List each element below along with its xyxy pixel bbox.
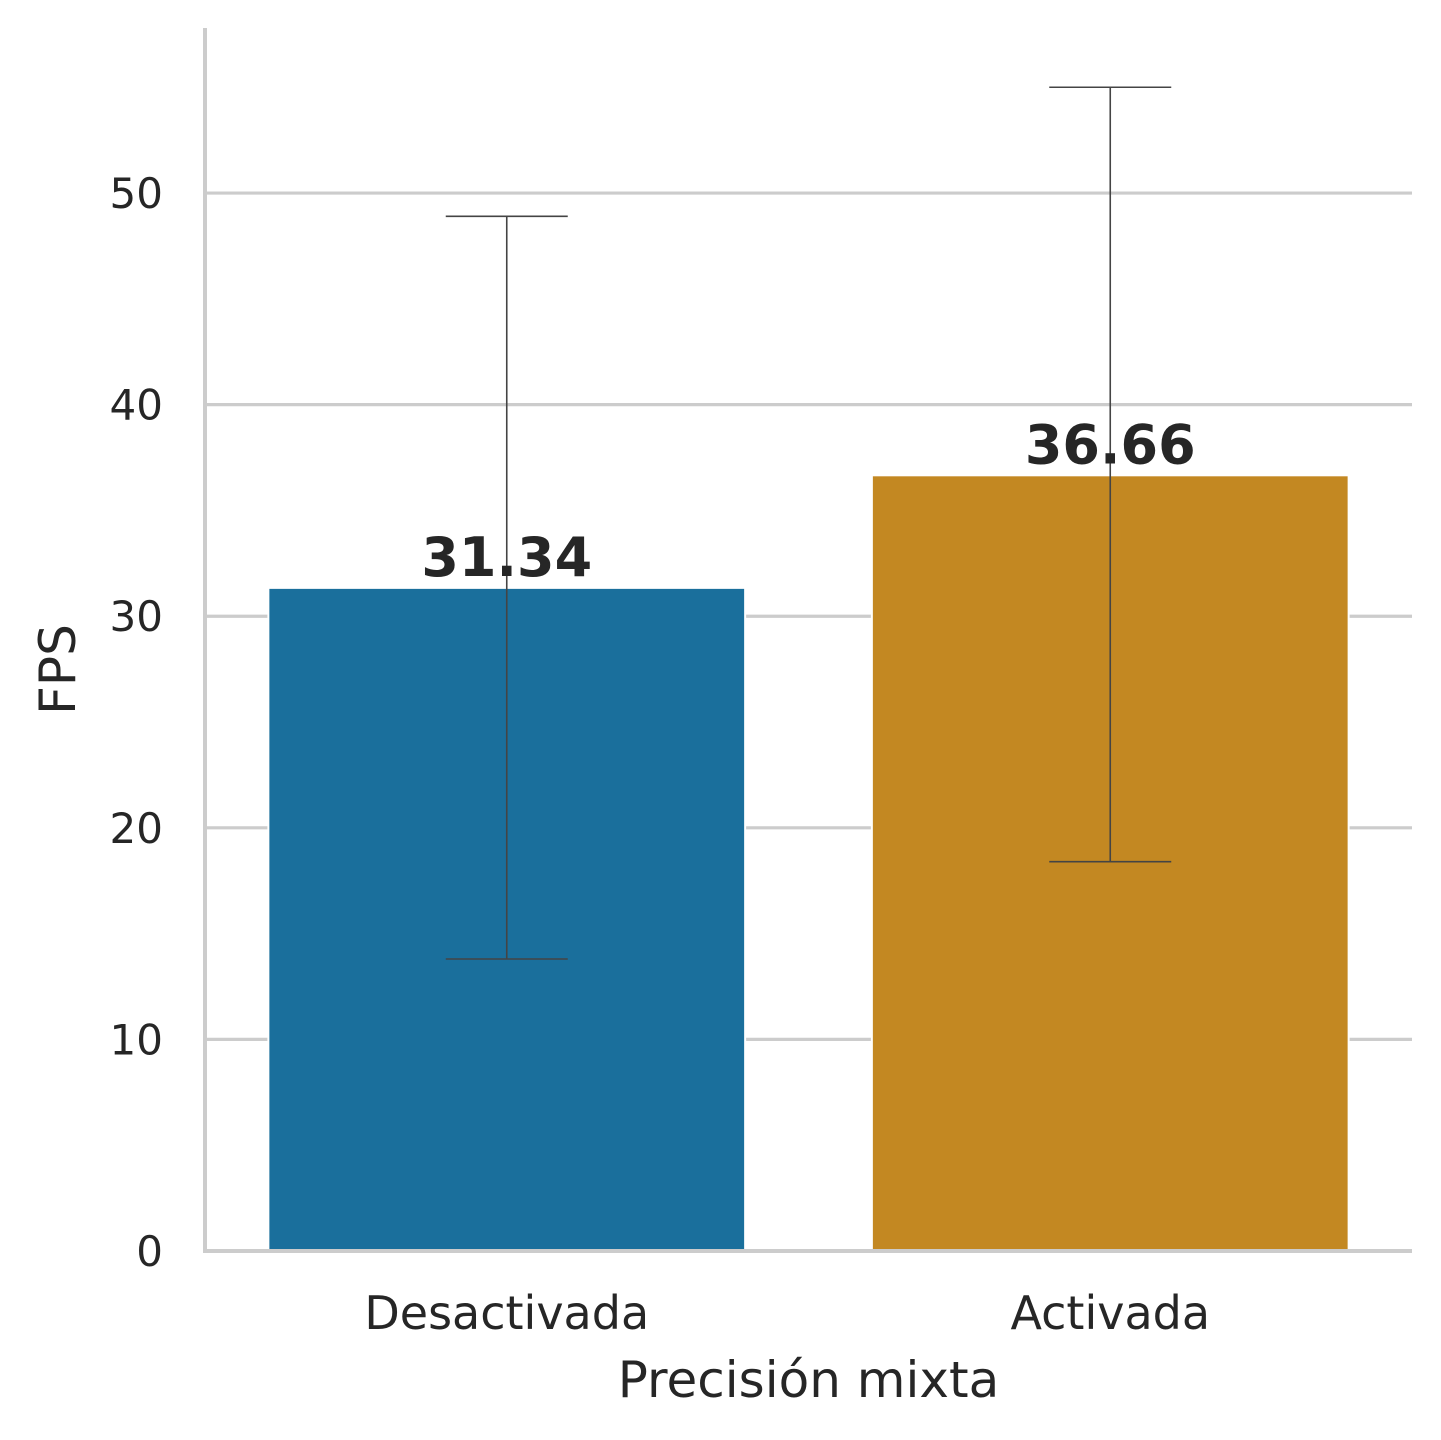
bar-activada <box>870 474 1350 1252</box>
y-tick-labels: 0 10 20 30 40 50 <box>110 169 163 1276</box>
axes <box>203 28 1412 1253</box>
error-bars <box>445 86 1172 960</box>
y-tick-label-30: 30 <box>110 592 163 641</box>
x-axis-title: Precisión mixta <box>618 1351 999 1409</box>
bars <box>267 474 1350 1252</box>
x-tick-label-activada: Activada <box>1010 1286 1210 1340</box>
y-tick-label-40: 40 <box>110 381 163 430</box>
y-tick-label-0: 0 <box>136 1227 163 1276</box>
data-labels: 31.34 36.66 <box>421 413 1195 589</box>
y-tick-label-20: 20 <box>110 804 163 853</box>
x-tick-label-desactivada: Desactivada <box>364 1286 649 1340</box>
data-label-desactivada: 31.34 <box>421 526 592 589</box>
x-tick-labels: Desactivada Activada <box>364 1286 1210 1340</box>
y-tick-label-50: 50 <box>110 169 163 218</box>
y-tick-label-10: 10 <box>110 1015 163 1064</box>
y-axis-title: FPS <box>29 624 87 715</box>
data-label-activada: 36.66 <box>1025 413 1196 476</box>
